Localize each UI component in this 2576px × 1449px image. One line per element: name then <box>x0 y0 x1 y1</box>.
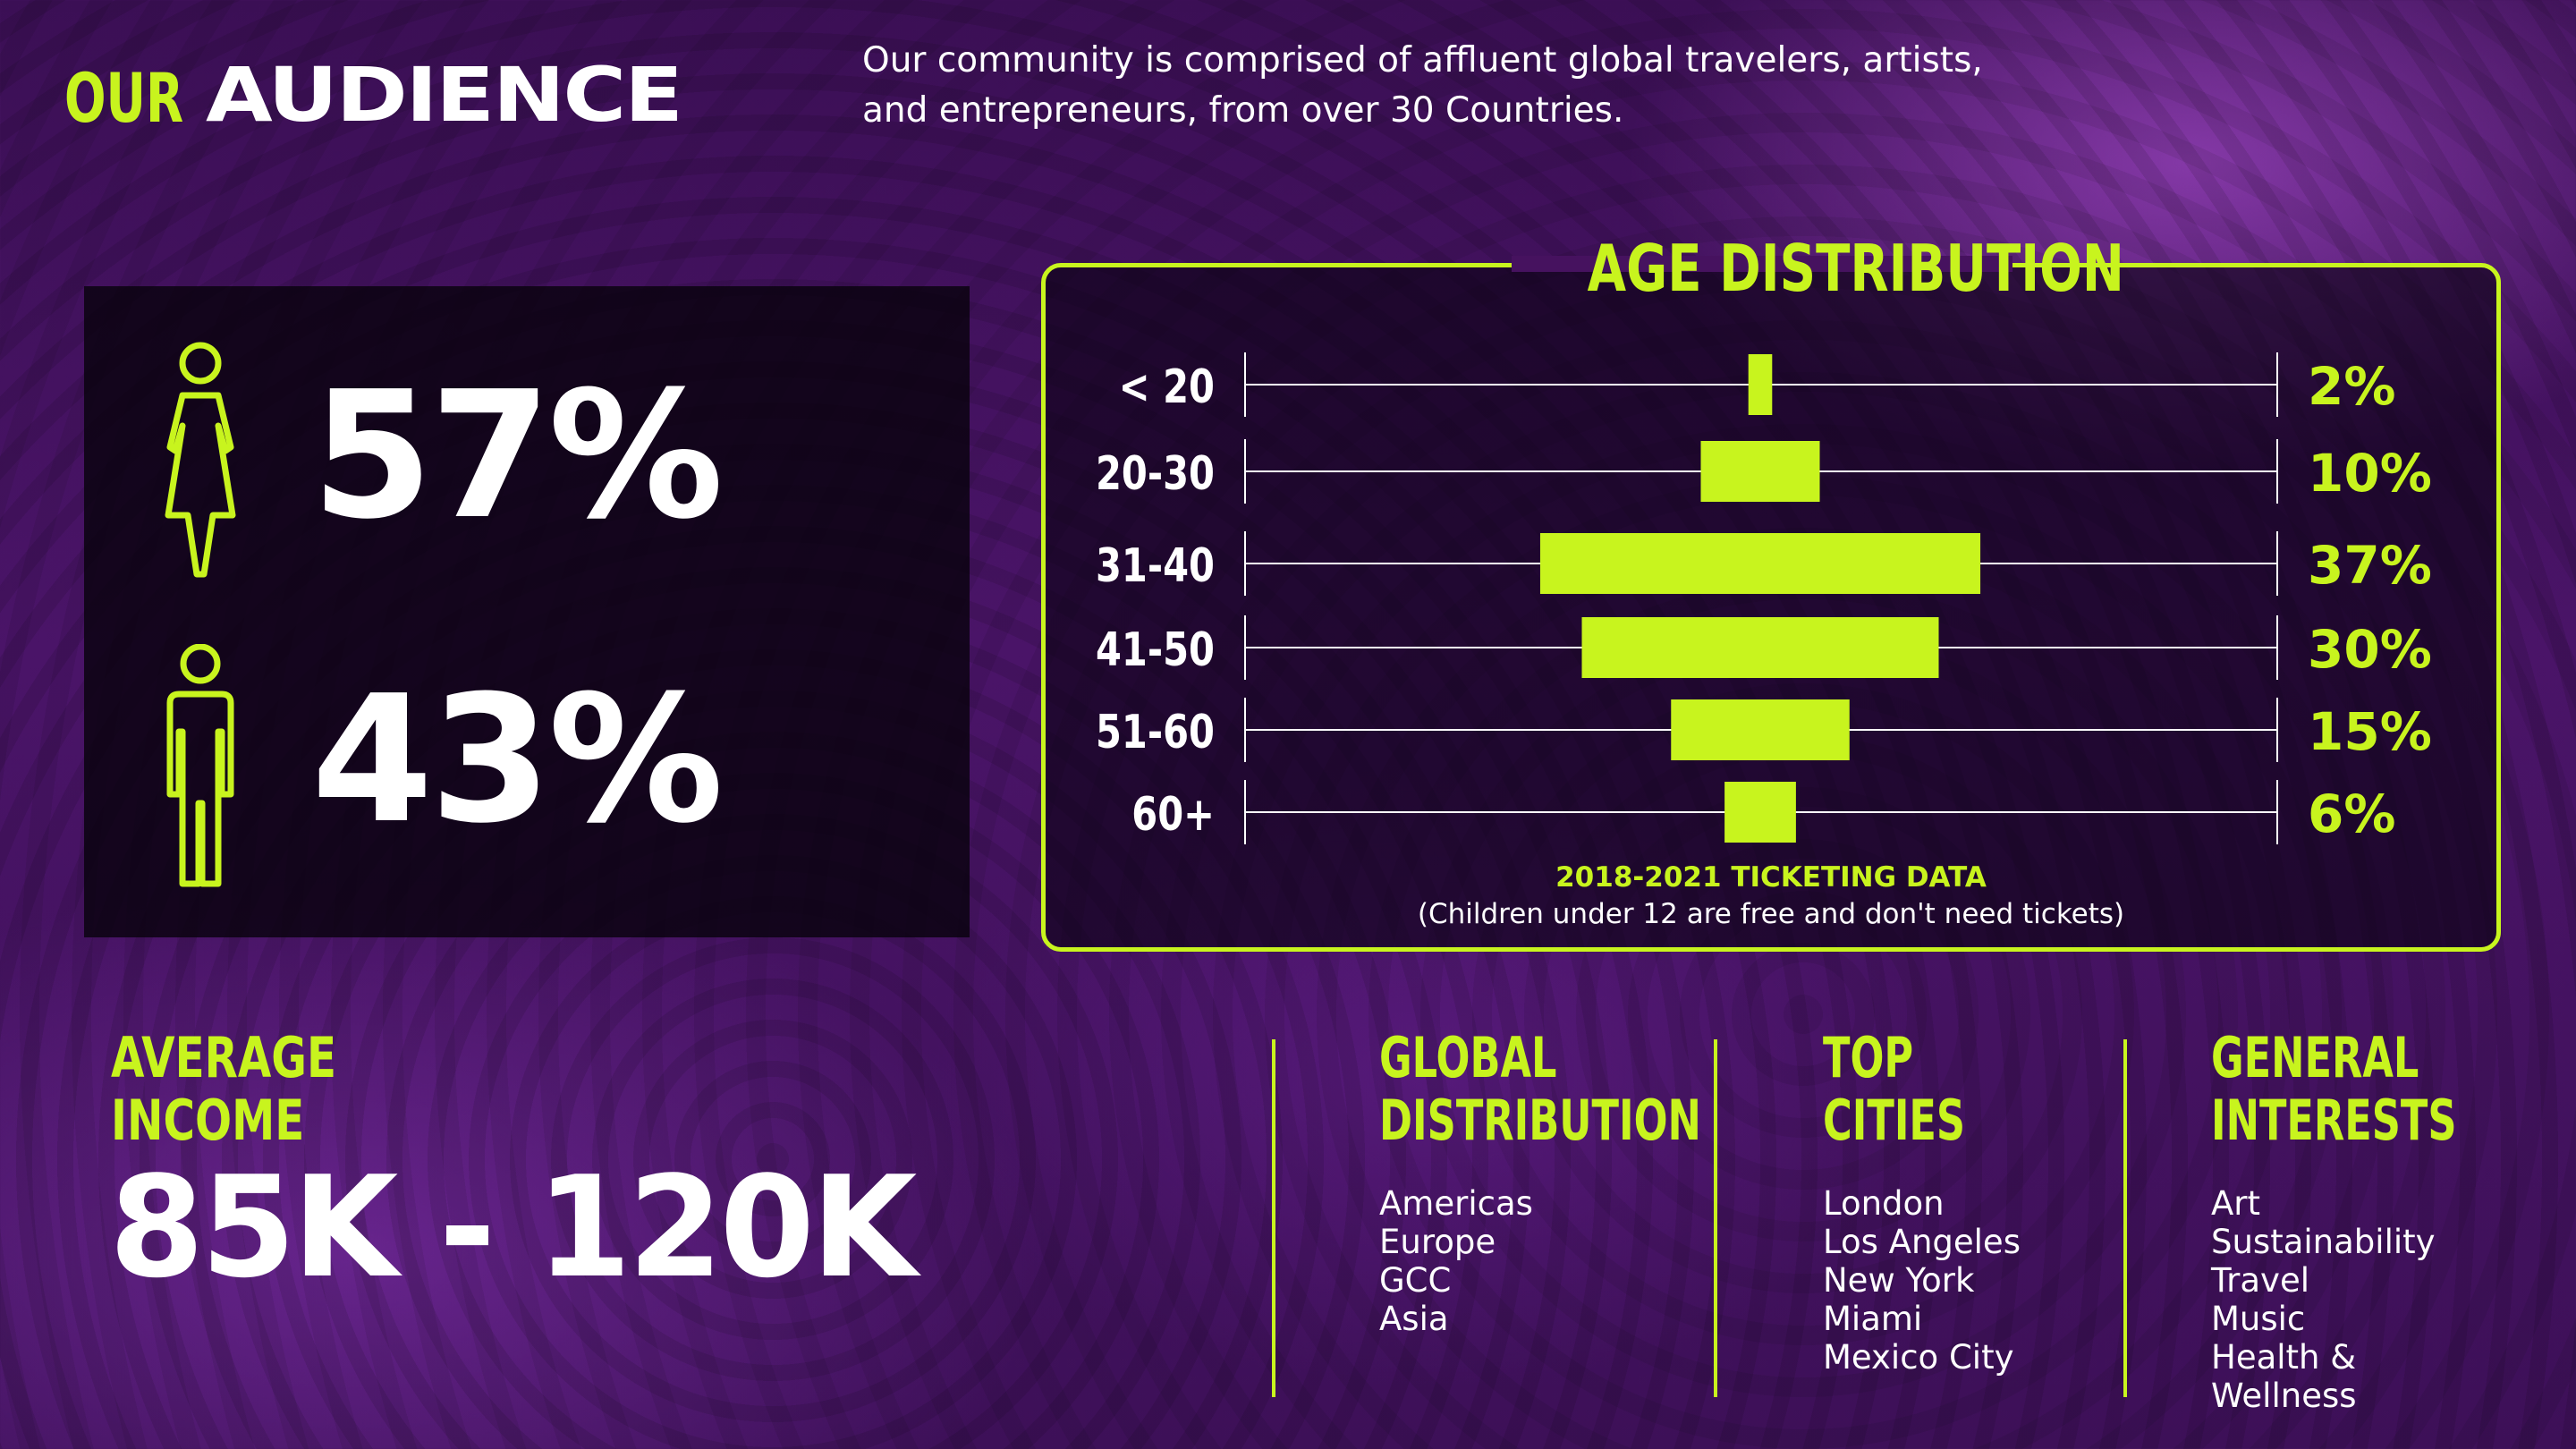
gender-row-female: 57% <box>84 340 970 608</box>
column-title-line: INTERESTS <box>2211 1088 2457 1153</box>
list-item: London <box>1823 1184 1945 1223</box>
age-title-backdrop <box>1512 256 2012 272</box>
global-distribution-list: Americas Europe GCC Asia <box>1379 1184 1809 1338</box>
list-item: Americas <box>1379 1184 1533 1223</box>
column-title-line: DISTRIBUTION <box>1379 1088 1701 1153</box>
age-value-label: 37% <box>2308 535 2432 596</box>
age-distribution-title: AGE DISTRIBUTION <box>1512 224 2124 313</box>
divider <box>1714 1039 1717 1397</box>
list-item: GCC <box>1379 1261 1452 1300</box>
divider <box>2123 1039 2127 1397</box>
male-icon <box>166 644 234 887</box>
top-cities-list: London Los Angeles New York Miami Mexico… <box>1823 1184 2252 1377</box>
list-item: Health & <box>2211 1338 2357 1377</box>
gender-row-male: 43% <box>84 644 970 912</box>
general-interests-column: GENERAL INTERESTS Art Sustainability Tra… <box>2211 1027 2576 1416</box>
column-title-line: GLOBAL <box>1379 1025 1557 1090</box>
income-value: 85K - 120K <box>109 1146 917 1309</box>
global-distribution-column: GLOBAL DISTRIBUTION Americas Europe GCC … <box>1379 1025 1809 1339</box>
list-item: Mexico City <box>1823 1338 2014 1377</box>
list-item: Los Angeles <box>1823 1223 2021 1261</box>
list-item: Wellness <box>2211 1377 2357 1415</box>
income-label: AVERAGE INCOME <box>111 1027 390 1152</box>
list-item: Asia <box>1379 1300 1449 1338</box>
female-icon <box>165 342 236 578</box>
income-label-line-2: INCOME <box>111 1088 305 1153</box>
female-percentage: 57% <box>311 354 724 558</box>
divider <box>1272 1039 1275 1397</box>
age-bar <box>1748 354 1773 415</box>
age-value-label: 15% <box>2308 701 2432 762</box>
age-category-label: 31-40 <box>1096 539 1215 594</box>
column-title-line: TOP <box>1823 1025 1914 1090</box>
age-data-note: (Children under 12 are free and don't ne… <box>1417 898 2125 930</box>
age-value-label: 2% <box>2308 356 2395 417</box>
list-item: Europe <box>1379 1223 1496 1261</box>
column-title-line: CITIES <box>1823 1088 1966 1153</box>
gender-panel: 57% 43% <box>84 286 970 937</box>
age-category-label: 41-50 <box>1096 623 1215 678</box>
age-category-label: 60+ <box>1131 788 1215 843</box>
age-data-source: 2018-2021 TICKETING DATA <box>1555 861 1987 894</box>
title-main: AUDIENCE <box>206 51 683 139</box>
age-category-label: 20-30 <box>1096 447 1215 502</box>
list-item: Sustainability <box>2211 1223 2436 1261</box>
age-distribution-chart: < 20 2% 20-30 10% 31-40 37% 41-50 30% 51-60 15% 60… <box>1096 352 2432 844</box>
subtitle-line-2: and entrepreneurs, from over 30 Countrie… <box>862 90 1624 131</box>
age-value-label: 10% <box>2308 443 2432 504</box>
age-bar <box>1581 617 1939 678</box>
age-distribution-title-text: AGE DISTRIBUTION <box>1587 231 2124 306</box>
page-subtitle: Our community is comprised of affluent g… <box>862 36 2097 136</box>
general-interests-list: Art Sustainability Travel Music Health &… <box>2211 1184 2576 1415</box>
page-title: OUR AUDIENCE <box>64 43 683 138</box>
age-bar <box>1671 699 1850 760</box>
list-item: Music <box>2211 1300 2306 1338</box>
age-category-label: 51-60 <box>1096 706 1215 760</box>
general-interests-title: GENERAL INTERESTS <box>2211 1027 2521 1152</box>
top-cities-title: TOP CITIES <box>1823 1027 2132 1152</box>
male-percentage: 43% <box>311 658 724 862</box>
income-label-line-1: AVERAGE <box>111 1025 337 1090</box>
age-value-label: 6% <box>2308 784 2395 844</box>
age-value-label: 30% <box>2308 619 2432 680</box>
age-bar <box>1700 441 1820 502</box>
title-prefix: OUR <box>64 58 184 138</box>
list-item: Art <box>2211 1184 2261 1223</box>
list-item: Travel <box>2211 1261 2309 1300</box>
age-bar <box>1539 533 1981 594</box>
subtitle-line-1: Our community is comprised of affluent g… <box>862 40 1983 80</box>
age-bar <box>1724 782 1796 843</box>
top-cities-column: TOP CITIES London Los Angeles New York M… <box>1823 1027 2252 1377</box>
age-footnote: 2018-2021 TICKETING DATA (Children under… <box>1041 859 2501 932</box>
global-distribution-title: GLOBAL DISTRIBUTION <box>1379 1025 1701 1153</box>
list-item: New York <box>1823 1261 1975 1300</box>
list-item: Miami <box>1823 1300 1923 1338</box>
column-title-line: GENERAL <box>2211 1025 2419 1090</box>
age-category-label: < 20 <box>1119 360 1215 415</box>
